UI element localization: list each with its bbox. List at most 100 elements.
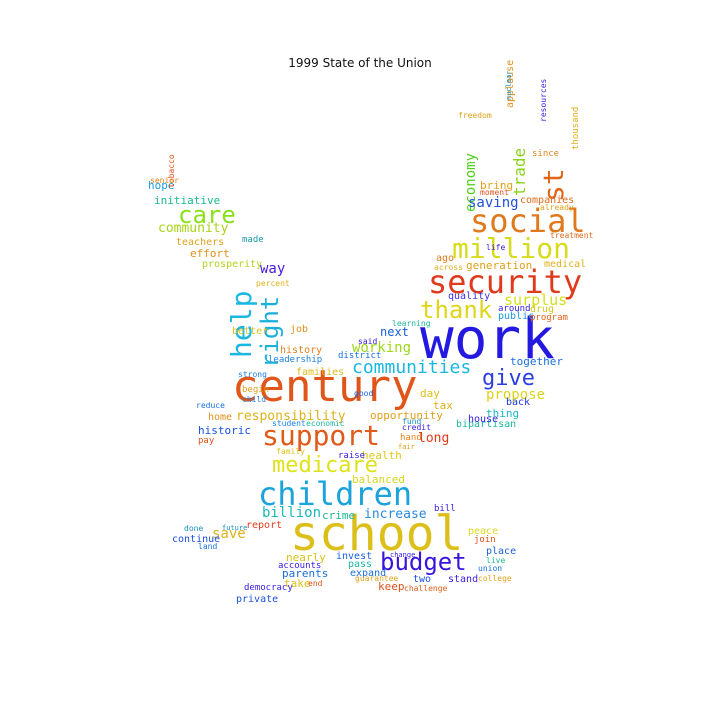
word-economic: economic [306, 419, 345, 428]
word-treatment: treatment [550, 231, 594, 240]
word-invest: invest [336, 551, 373, 562]
word-end: end [308, 579, 323, 588]
word-propose: propose [486, 387, 546, 403]
word-working: working [352, 340, 412, 356]
word-medical: medical [544, 259, 587, 270]
word-made: made [242, 235, 264, 245]
word-give: give [482, 366, 535, 391]
word-hand: hand [400, 433, 422, 443]
word-better: better [232, 326, 269, 337]
word-family: family [276, 447, 305, 456]
word-save: save [212, 526, 246, 542]
word-ago: ago [436, 253, 455, 264]
word-increase: increase [364, 507, 427, 522]
word-budget: budget [380, 548, 467, 576]
word-peace: peace [468, 526, 499, 537]
word-fund: fund [402, 417, 422, 426]
word-tax: tax [433, 399, 453, 412]
word-child: child [242, 395, 267, 404]
word-school: school [290, 506, 464, 562]
word-effort: effort [190, 247, 230, 260]
word-initiative: initiative [154, 194, 221, 207]
word-reduce: reduce [196, 401, 225, 410]
word-strong: strong [238, 370, 267, 379]
word-done: done [184, 524, 204, 533]
word-community: community [158, 221, 229, 236]
word-pay: pay [198, 436, 215, 446]
word-democracy: democracy [244, 583, 293, 593]
word-raise: raise [338, 451, 366, 461]
word-stand: stand [448, 574, 479, 585]
word-way: way [260, 261, 286, 277]
word-prosperity: prosperity [202, 259, 263, 270]
word-history: history [280, 345, 323, 356]
word-around: around [498, 304, 531, 314]
word-continue: continue [172, 534, 221, 545]
word-trade: trade [510, 147, 529, 196]
word-public: public [498, 311, 535, 322]
word-already: already [540, 203, 574, 212]
word-nuclear: nuclear [505, 70, 513, 100]
word-century: century [232, 361, 418, 412]
word-place: place [486, 546, 517, 557]
word-work: work [420, 307, 555, 372]
word-families: families [296, 367, 345, 378]
word-bill: bill [434, 504, 456, 514]
word-credit: credit [402, 423, 431, 432]
word-thousand: thousand [571, 106, 581, 150]
word-two: two [413, 574, 432, 585]
word-drug: drug [530, 304, 555, 315]
word-good: good [354, 389, 374, 398]
word-land: land [198, 542, 218, 551]
word-house: house [468, 414, 499, 425]
word-nearly: nearly [286, 551, 326, 564]
word-college: college [478, 574, 512, 583]
word-resources: resources [539, 78, 548, 122]
word-companies: companies [520, 195, 575, 206]
word-life: life [486, 243, 506, 252]
word-next: next [380, 325, 409, 339]
word-said: said [358, 337, 378, 346]
word-hope: hope [148, 179, 175, 192]
word-parents: parents [282, 567, 329, 580]
word-live: live [486, 556, 506, 565]
word-accounts: accounts [278, 561, 322, 571]
word-back: back [506, 397, 531, 408]
word-home: home [208, 412, 233, 423]
word-take: take [284, 577, 311, 590]
word-million: million [452, 232, 571, 265]
word-support: support [262, 419, 381, 452]
word-student: student [272, 419, 306, 428]
word-help: help [225, 290, 258, 358]
word-care: care [178, 201, 236, 229]
word-responsibility: responsibility [236, 409, 346, 424]
word-across: across [434, 263, 463, 272]
word-pass: pass [348, 559, 373, 570]
word-children: children [258, 475, 413, 513]
word-long: long [418, 431, 450, 446]
word-challenge: challenge [404, 584, 448, 593]
word-begin: begin [242, 385, 270, 395]
word-surplus: surplus [504, 291, 568, 309]
word-union: union [478, 564, 503, 573]
word-since: since [532, 149, 560, 159]
word-expand: expand [350, 568, 387, 579]
word-historic: historic [198, 424, 251, 437]
word-health: health [362, 449, 402, 462]
word-bipartisan: bipartisan [456, 419, 517, 430]
word-opportunity: opportunity [370, 409, 443, 422]
word-bring: bring [480, 179, 514, 192]
word-together: together [510, 355, 563, 368]
word-security: security [428, 263, 583, 301]
word-day: day [420, 387, 440, 400]
word-private: private [236, 594, 279, 605]
word-senior: senior [150, 176, 179, 185]
word-fair: fair [398, 443, 415, 451]
word-leadership: leadership [268, 355, 323, 365]
word-job: job [290, 324, 309, 335]
word-medicare: medicare [272, 453, 378, 478]
word-program: program [530, 313, 568, 323]
word-teachers: teachers [176, 237, 225, 248]
word-communities: communities [352, 357, 472, 378]
word-thank: thank [420, 296, 493, 324]
